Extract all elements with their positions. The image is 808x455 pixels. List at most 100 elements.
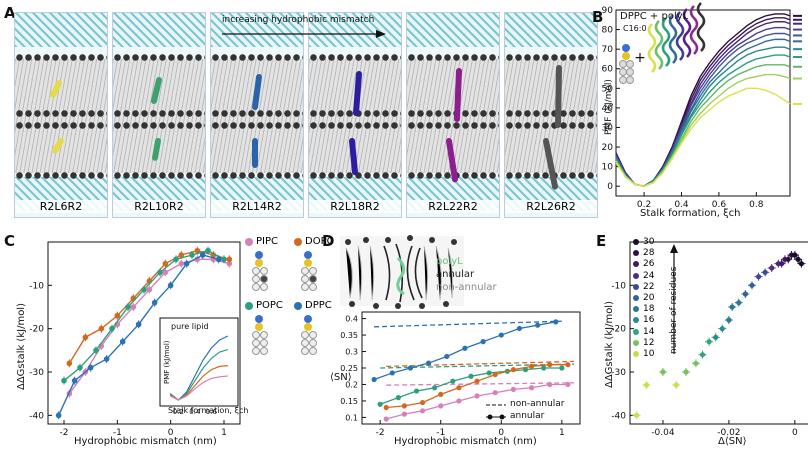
chart-d-ylabel: ⟨SN⟩ [330, 372, 352, 383]
chart-e-xlabel: Δ⟨SN⟩ [718, 436, 747, 447]
chart-b-ylabel: PMF (kJ/mol) [604, 79, 614, 135]
legend-label: 12 [643, 337, 655, 348]
data-point-DPPC [167, 282, 174, 289]
y-tick-label: 0.15 [340, 397, 358, 406]
headgroup-row [309, 53, 401, 62]
tail-bead [260, 339, 268, 347]
tail-bead [252, 331, 260, 339]
helix-glyph [647, 23, 657, 73]
chart-c-inset-title: pure lipid [171, 322, 209, 331]
data-point-DOPC [194, 247, 201, 254]
chart-e-ylabel: ΔΔGstalk (kJ/mol) [604, 301, 615, 388]
plot-frame [629, 241, 808, 425]
panel-c-letter: C [4, 232, 16, 250]
data-point [729, 304, 735, 310]
snapshot-label: R2L26R2 [505, 200, 597, 213]
legend-swatch [633, 283, 639, 290]
helix-glyph [682, 8, 692, 58]
data-point [383, 404, 389, 411]
data-point [486, 370, 492, 376]
data-point-POPC [221, 256, 227, 263]
chart-c: -40-30-20-10-2 -1 0 10.2 0.4 0.6 [29, 241, 241, 438]
legend-item-dppc: DPPC [294, 300, 332, 311]
data-point [377, 401, 383, 407]
legend-label: 28 [643, 248, 655, 259]
data-point-POPC [61, 377, 67, 384]
helix-glyph [696, 2, 706, 52]
snapshot-1: R2L6R2 [14, 12, 108, 218]
data-point [792, 252, 798, 258]
y-tick-label: -30 [611, 368, 626, 378]
legend-item-10: 10 [633, 349, 654, 359]
data-point-DOPC [98, 325, 105, 332]
tail-bead [309, 275, 317, 283]
x-tick-label: -2 [60, 428, 69, 438]
panel-d-polyl-label: polyL [436, 256, 463, 267]
water-layer [211, 13, 303, 47]
lipid-body-icon [622, 52, 630, 60]
helix-lower [349, 138, 358, 176]
tail-bead [301, 331, 309, 339]
headgroup-row [211, 121, 303, 130]
data-point-DOPC [178, 252, 185, 258]
tail-bead [260, 347, 268, 355]
legend-label: 24 [643, 270, 655, 281]
data-point [541, 365, 547, 371]
data-point-DPPC [119, 338, 126, 345]
data-point-DOPC [162, 260, 169, 267]
legend-swatch [633, 306, 639, 313]
legend-item-14: 14 [633, 327, 654, 337]
panel-d-letter: D [322, 232, 335, 250]
y-tick-label: 50 [602, 84, 614, 94]
data-point [480, 339, 486, 345]
data-point [450, 378, 456, 384]
snapshot-5: R2L22R2 [406, 12, 500, 218]
lipid-head-icon [622, 44, 630, 52]
y-tick-label: 70 [602, 45, 614, 55]
inset-x-tick-label: 0.2 [173, 408, 184, 416]
legend-item-pipc: PIPC [245, 236, 278, 247]
glycerol-bead [304, 323, 312, 331]
y-tick-label: -20 [611, 325, 626, 335]
chart-d-legend-nonannular: non-annular [510, 399, 565, 409]
data-point [726, 317, 732, 323]
data-point-DPPC [199, 252, 206, 258]
data-point-DPPC [103, 356, 110, 362]
data-point [749, 282, 755, 288]
tail-bead [309, 267, 317, 275]
data-point [510, 367, 516, 373]
chart-b-legend-sub: C16:0 [623, 24, 647, 33]
data-point [547, 362, 553, 368]
legend-swatch [294, 237, 302, 246]
headgroup-row [113, 53, 205, 62]
data-point [426, 360, 432, 366]
legend-swatch [245, 237, 253, 246]
legend-swatch [633, 339, 639, 346]
plot-frame [615, 9, 791, 197]
y-tick-label: 10 [602, 163, 614, 173]
panel-d-annular-label: annular [436, 269, 475, 280]
series-line-DPPC-non-annular [374, 320, 562, 328]
legend-item-24: 24 [633, 271, 654, 281]
y-tick-label: 80 [602, 26, 614, 36]
helix-svg [543, 65, 562, 190]
helix-upper [454, 68, 462, 122]
lipid-cartoon-icon [301, 251, 317, 291]
data-point [516, 325, 523, 332]
panel-d-nonannular-label: non-annular [436, 282, 497, 293]
data-point [713, 334, 719, 340]
data-point [413, 388, 420, 394]
helix-svg [252, 74, 262, 168]
data-point [683, 369, 689, 375]
data-point-POPC [157, 269, 163, 276]
data-point [553, 319, 559, 325]
chart-e-arrow-label: number of residues [669, 266, 679, 354]
data-point [719, 326, 725, 332]
snapshot-label: R2L6R2 [15, 200, 107, 213]
x-tick-label: 1 [221, 428, 227, 438]
legend-label: 18 [643, 304, 655, 315]
tail-bead [301, 275, 309, 283]
tail-bead [301, 267, 309, 275]
data-point-POPC [189, 252, 195, 258]
data-point [401, 403, 407, 409]
